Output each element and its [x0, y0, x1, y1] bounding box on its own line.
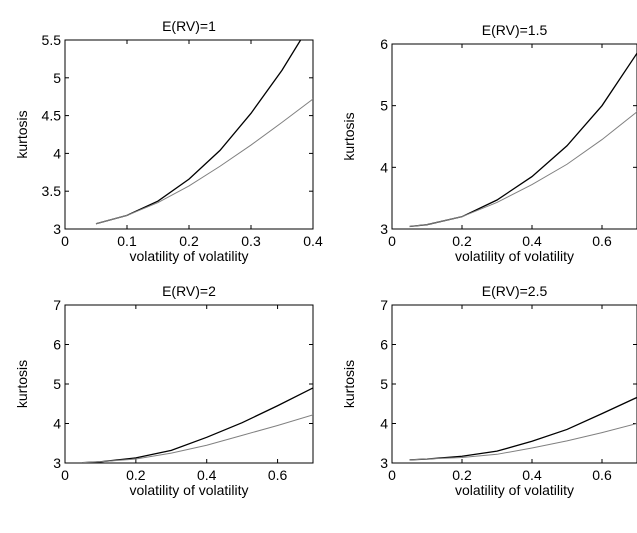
series-line-gray	[409, 111, 637, 228]
y-axis-label: kurtosis	[14, 360, 30, 408]
x-tick-label: 0.4	[522, 233, 542, 249]
series-line-black	[409, 52, 637, 228]
axes-frame	[64, 39, 314, 230]
chart-title: E(RV)=1	[162, 18, 216, 34]
y-tick-label: 4	[53, 145, 61, 161]
y-tick-label: 4	[380, 416, 388, 432]
y-tick-label: 4.5	[42, 108, 62, 124]
y-tick-label: 6	[380, 36, 388, 52]
series-line-gray	[82, 414, 313, 463]
x-tick-label: 0.4	[522, 467, 542, 483]
y-tick-label: 5	[380, 376, 388, 392]
y-tick-label: 7	[380, 297, 388, 313]
axes-frame	[64, 304, 314, 464]
y-tick-label: 3.5	[42, 183, 62, 199]
y-tick-label: 5	[380, 98, 388, 114]
y-axis-label: kurtosis	[14, 110, 30, 158]
subplot-2: 0 0.2 0.4 0.6 3 4 5 6 E(RV)=1.5 volatility of vol…	[341, 22, 637, 264]
series-line-black	[409, 396, 637, 461]
y-tick-label: 4	[53, 416, 61, 432]
x-tick-label: 0.2	[452, 233, 472, 249]
x-tick-label: 0.1	[117, 233, 137, 249]
subplot-4: 0 0.2 0.4 0.6 3 4 5 6 7 E(RV)=2.5 volatility of vo…	[341, 283, 637, 498]
x-tick-label: 0.6	[592, 467, 612, 483]
x-axis-label: volatility of volatility	[129, 248, 248, 264]
subplot-1: 0 0.1 0.2 0.3 0.4 3 3.5 4 4.5 5 5.5 E(RV)=1 volatili…	[14, 18, 323, 264]
x-tick-label: 0	[61, 467, 69, 483]
x-tick-label: 0.2	[126, 467, 146, 483]
y-tick-label: 4	[380, 159, 388, 175]
x-tick-label: 0.6	[592, 233, 612, 249]
axes-frame	[391, 304, 637, 464]
y-axis-label: kurtosis	[341, 360, 357, 408]
x-tick-label: 0.4	[197, 467, 217, 483]
series-group	[95, 40, 313, 225]
x-tick-label: 0.3	[241, 233, 261, 249]
series-group	[409, 396, 637, 461]
chart-title: E(RV)=2	[162, 283, 216, 299]
chart-title: E(RV)=2.5	[482, 283, 548, 299]
y-tick-label: 5	[53, 70, 61, 86]
y-tick-label: 6	[53, 337, 61, 353]
y-axis-label: kurtosis	[341, 112, 357, 160]
x-tick-label: 0.6	[268, 467, 288, 483]
y-tick-label: 6	[380, 337, 388, 353]
y-tick-label: 3	[53, 221, 61, 237]
series-line-gray	[95, 98, 313, 225]
x-tick-label: 0	[61, 233, 69, 249]
series-group	[82, 387, 313, 463]
axes-frame	[391, 43, 637, 230]
x-axis-label: volatility of volatility	[455, 482, 574, 498]
x-tick-label: 0.2	[452, 467, 472, 483]
y-tick-label: 5	[53, 376, 61, 392]
x-axis-label: volatility of volatility	[455, 248, 574, 264]
y-tick-label: 5.5	[42, 32, 62, 48]
x-tick-label: 0	[388, 467, 396, 483]
y-tick-label: 3	[380, 221, 388, 237]
x-axis-label: volatility of volatility	[129, 482, 248, 498]
series-group	[409, 52, 637, 228]
x-tick-label: 0	[388, 233, 396, 249]
y-tick-label: 3	[53, 455, 61, 471]
y-tick-label: 3	[380, 455, 388, 471]
chart-title: E(RV)=1.5	[482, 22, 548, 38]
x-tick-label: 0.2	[179, 233, 199, 249]
x-tick-label: 0.4	[303, 233, 323, 249]
series-line-gray	[409, 423, 637, 461]
y-tick-label: 7	[53, 297, 61, 313]
subplot-3: 0 0.2 0.4 0.6 3 4 5 6 7 E(RV)=2 volatility of vola…	[14, 283, 314, 498]
